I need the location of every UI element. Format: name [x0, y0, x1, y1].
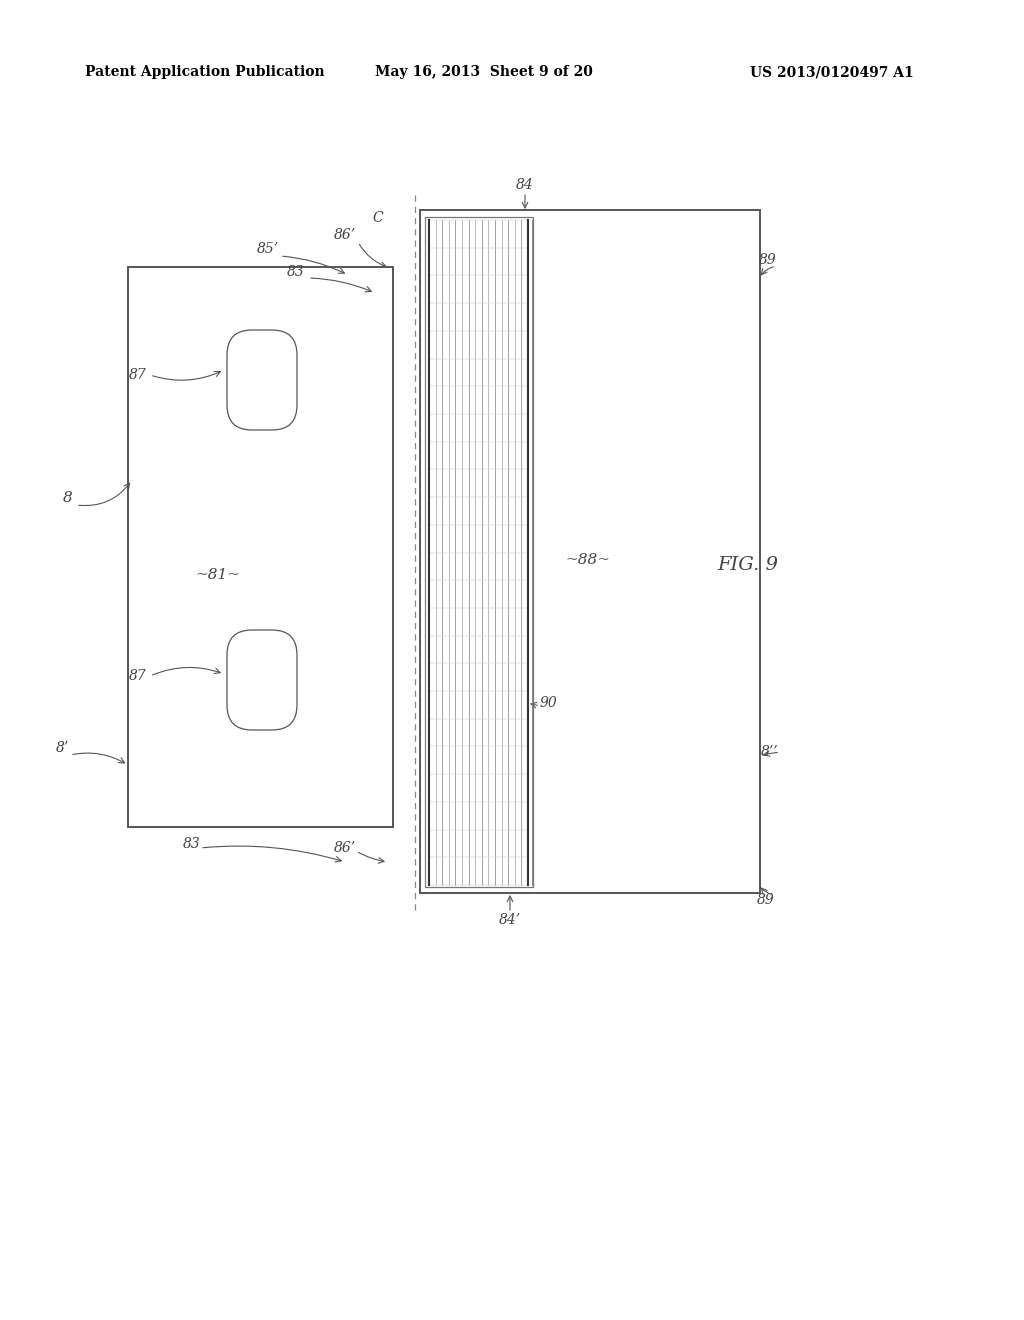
Text: 8’’: 8’’: [761, 744, 779, 759]
Text: 90: 90: [539, 696, 557, 710]
Text: 8: 8: [63, 491, 73, 506]
Text: 89: 89: [759, 253, 777, 267]
Text: ~88~: ~88~: [565, 553, 610, 568]
Bar: [128, 267, 393, 828]
Text: 83: 83: [287, 265, 305, 279]
Text: 89: 89: [757, 894, 775, 907]
Text: 83: 83: [183, 837, 201, 851]
FancyBboxPatch shape: [227, 330, 297, 430]
Bar: [420, 210, 760, 894]
Text: ~81~: ~81~: [196, 568, 241, 582]
Text: May 16, 2013  Sheet 9 of 20: May 16, 2013 Sheet 9 of 20: [375, 65, 593, 79]
Text: 86’: 86’: [334, 841, 356, 855]
Text: Patent Application Publication: Patent Application Publication: [85, 65, 325, 79]
Text: C: C: [373, 211, 383, 224]
Text: 8’: 8’: [55, 741, 69, 755]
Text: 86’: 86’: [334, 228, 356, 242]
Text: 87: 87: [129, 368, 146, 381]
FancyBboxPatch shape: [227, 630, 297, 730]
Text: 85’: 85’: [257, 242, 280, 256]
Text: 84’: 84’: [499, 913, 521, 927]
Bar: [425, 216, 534, 887]
Text: 84: 84: [516, 178, 534, 191]
Text: FIG. 9: FIG. 9: [718, 556, 778, 574]
Text: US 2013/0120497 A1: US 2013/0120497 A1: [750, 65, 913, 79]
Text: 87: 87: [129, 669, 146, 682]
